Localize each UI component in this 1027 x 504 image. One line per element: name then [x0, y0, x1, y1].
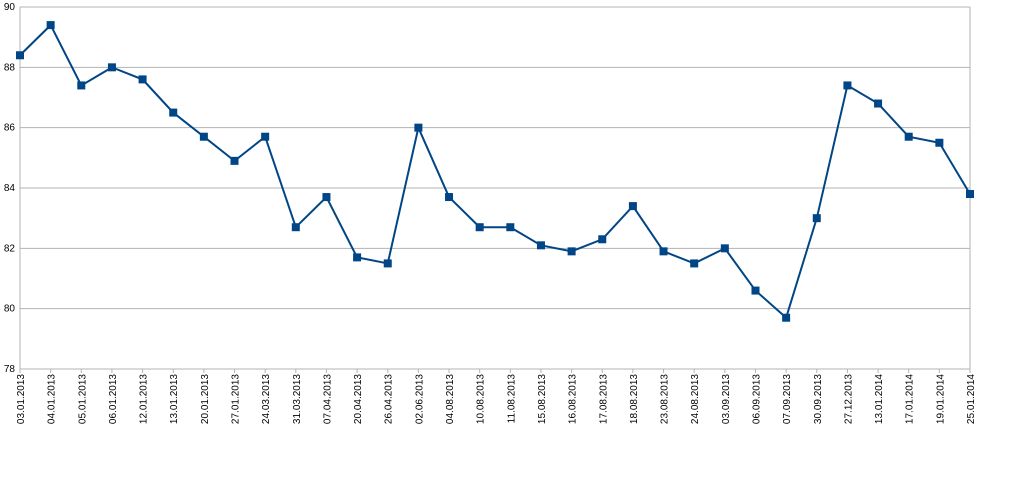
- data-point: [16, 51, 24, 60]
- data-point: [904, 132, 913, 141]
- x-tick-label: 06.09.2013: [751, 374, 762, 424]
- data-point: [261, 132, 270, 141]
- x-tick-label: 07.09.2013: [782, 374, 793, 424]
- data-point: [720, 244, 729, 253]
- y-tick-label: 86: [4, 123, 16, 134]
- data-point: [874, 99, 883, 108]
- x-tick-label: 20.04.2013: [353, 374, 364, 424]
- y-tick-label: 90: [4, 2, 16, 13]
- x-tick-label: 15.08.2013: [537, 374, 548, 424]
- data-point: [445, 193, 454, 202]
- x-tick-label: 04.01.2013: [47, 374, 58, 424]
- data-point: [46, 21, 55, 30]
- data-point: [812, 214, 821, 223]
- data-point: [506, 223, 515, 232]
- data-point: [598, 235, 607, 244]
- data-point: [536, 241, 545, 250]
- x-tick-label: 02.06.2013: [414, 374, 425, 424]
- y-tick-label: 82: [4, 243, 16, 254]
- data-point: [690, 259, 699, 268]
- x-tick-label: 26.04.2013: [384, 374, 395, 424]
- x-tick-label: 25.01.2014: [966, 374, 977, 424]
- x-tick-label: 18.08.2013: [629, 374, 640, 424]
- x-tick-label: 31.03.2013: [292, 374, 303, 424]
- x-tick-label: 24.03.2013: [261, 374, 272, 424]
- data-point: [107, 63, 116, 72]
- x-tick-label: 16.08.2013: [568, 374, 579, 424]
- x-tick-label: 13.01.2014: [874, 374, 885, 424]
- x-tick-label: 17.01.2014: [905, 374, 916, 424]
- data-point: [475, 223, 484, 232]
- y-tick-label: 88: [4, 62, 16, 73]
- x-tick-label: 03.09.2013: [721, 374, 732, 424]
- data-point: [751, 286, 760, 295]
- x-tick-label: 12.01.2013: [139, 374, 150, 424]
- x-tick-label: 27.01.2013: [231, 374, 242, 424]
- data-point: [291, 223, 300, 232]
- x-tick-label: 11.08.2013: [506, 374, 517, 424]
- data-line: [19, 23, 971, 320]
- data-point: [322, 193, 331, 202]
- x-tick-label: 03.01.2013: [16, 374, 27, 424]
- data-point: [935, 138, 944, 147]
- data-point: [169, 108, 178, 117]
- x-tick-label: 06.01.2013: [108, 374, 119, 424]
- data-point: [659, 247, 668, 256]
- x-tick-label: 04.08.2013: [445, 374, 456, 424]
- x-tick-label: 30.09.2013: [813, 374, 824, 424]
- x-tick-label: 27.12.2013: [843, 374, 854, 424]
- y-tick-label: 80: [4, 304, 16, 315]
- y-tick-label: 84: [4, 183, 16, 194]
- data-point: [628, 202, 637, 211]
- data-point: [230, 156, 239, 165]
- x-tick-label: 17.08.2013: [598, 374, 609, 424]
- data-point: [199, 132, 208, 141]
- data-point: [138, 75, 147, 84]
- data-point: [383, 259, 392, 268]
- y-tick-label: 78: [4, 364, 16, 375]
- x-tick-label: 23.08.2013: [660, 374, 671, 424]
- x-tick-label: 24.08.2013: [690, 374, 701, 424]
- data-point: [77, 81, 86, 90]
- x-tick-label: 19.01.2014: [935, 374, 946, 424]
- x-tick-label: 05.01.2013: [77, 374, 88, 424]
- data-point: [966, 190, 974, 199]
- data-point: [353, 253, 362, 262]
- data-point: [414, 123, 423, 132]
- data-point: [843, 81, 852, 90]
- data-point: [567, 247, 576, 256]
- x-tick-label: 20.01.2013: [200, 374, 211, 424]
- x-tick-label: 13.01.2013: [169, 374, 180, 424]
- x-tick-label: 07.04.2013: [322, 374, 333, 424]
- x-tick-label: 10.08.2013: [476, 374, 487, 424]
- data-point: [782, 313, 791, 322]
